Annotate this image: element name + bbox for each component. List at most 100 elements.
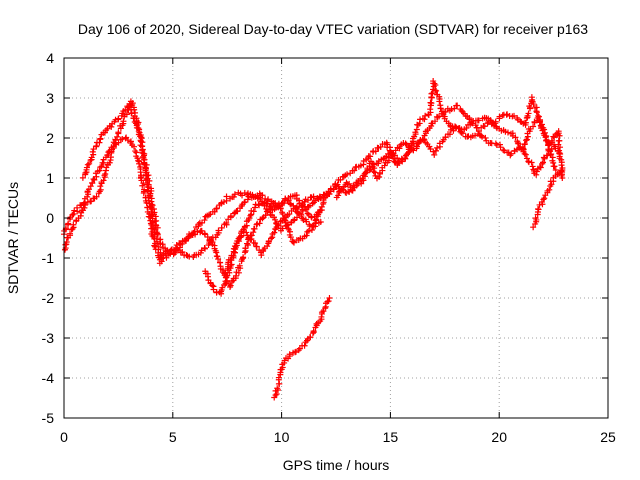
data-point	[308, 214, 315, 221]
data-point	[372, 148, 379, 155]
y-tick-label: -3	[42, 330, 55, 346]
data-point	[436, 113, 443, 120]
data-point	[65, 220, 72, 227]
data-point	[293, 204, 300, 211]
data-point	[530, 123, 537, 130]
data-point	[106, 147, 113, 154]
data-point	[556, 137, 563, 144]
data-point	[251, 225, 258, 232]
data-point	[290, 217, 297, 224]
data-point	[148, 187, 155, 194]
data-point	[367, 153, 374, 160]
y-tick-label: -2	[42, 290, 55, 306]
data-point	[463, 125, 470, 132]
data-point	[140, 180, 147, 187]
data-point	[360, 177, 367, 184]
series-track-8	[530, 167, 566, 231]
data-point	[459, 130, 466, 137]
data-point	[539, 127, 546, 134]
data-point	[172, 245, 179, 252]
data-point	[89, 148, 96, 155]
data-point	[294, 209, 301, 216]
data-point	[287, 200, 294, 207]
data-point	[321, 191, 328, 198]
data-points	[60, 78, 566, 401]
data-point	[558, 167, 565, 174]
data-point	[436, 98, 443, 105]
data-point	[221, 272, 228, 279]
y-tick-label: -4	[42, 370, 55, 386]
data-point	[247, 212, 254, 219]
data-point	[522, 119, 529, 126]
data-point	[402, 140, 409, 147]
data-point	[244, 196, 251, 203]
data-point	[227, 256, 234, 263]
data-point	[371, 169, 378, 176]
data-point	[265, 196, 272, 203]
data-point	[119, 136, 126, 143]
data-point	[559, 175, 566, 181]
data-point	[541, 195, 548, 202]
data-point	[402, 152, 409, 159]
data-point	[96, 139, 103, 146]
data-point	[546, 186, 553, 193]
data-point	[306, 334, 313, 341]
data-point	[523, 155, 530, 162]
data-point	[299, 201, 306, 208]
data-point	[206, 211, 213, 218]
y-tick-label: -1	[42, 250, 55, 266]
data-point	[346, 180, 353, 187]
data-point	[74, 204, 81, 211]
data-point	[432, 82, 439, 89]
data-point	[370, 168, 377, 175]
data-point	[142, 165, 149, 172]
data-point	[485, 119, 492, 126]
data-point	[303, 218, 310, 225]
data-point	[97, 164, 104, 171]
data-point	[548, 137, 555, 144]
data-point	[428, 90, 435, 97]
data-point	[303, 206, 310, 213]
data-point	[434, 144, 441, 151]
data-point	[229, 278, 236, 285]
data-point	[310, 193, 317, 200]
data-point	[250, 208, 257, 215]
data-point	[290, 205, 297, 212]
data-point	[86, 160, 93, 167]
data-point	[106, 159, 113, 166]
data-point	[515, 140, 522, 147]
y-tick-label: 4	[46, 50, 54, 66]
data-point	[532, 215, 539, 222]
data-point	[151, 242, 158, 249]
data-point	[201, 245, 208, 252]
data-point	[344, 171, 351, 178]
data-point	[285, 197, 292, 204]
data-point	[240, 254, 247, 261]
data-point	[287, 234, 294, 241]
data-point	[151, 235, 158, 242]
data-point	[259, 192, 266, 199]
data-point	[492, 140, 499, 147]
data-point	[273, 390, 280, 397]
data-point	[62, 241, 69, 248]
data-point	[409, 146, 416, 153]
data-point	[231, 191, 238, 198]
data-point	[496, 113, 503, 120]
axis-tick-labels: 0 5 10 15 20 25 -5 -4 -3 -2 -1 0 1 2 3 4	[42, 50, 616, 445]
data-point	[120, 118, 127, 125]
data-point	[81, 204, 88, 211]
data-point	[456, 125, 463, 132]
data-point	[279, 225, 286, 232]
axis-ticks	[63, 57, 609, 419]
data-point	[211, 208, 218, 215]
data-point	[267, 203, 274, 210]
data-point	[337, 176, 344, 183]
data-point	[235, 269, 242, 276]
data-point	[530, 101, 537, 108]
data-point	[317, 219, 324, 225]
data-point	[446, 131, 453, 138]
series-track-6	[271, 295, 333, 401]
data-point	[139, 182, 146, 189]
data-point	[146, 177, 153, 184]
data-point	[259, 215, 266, 222]
